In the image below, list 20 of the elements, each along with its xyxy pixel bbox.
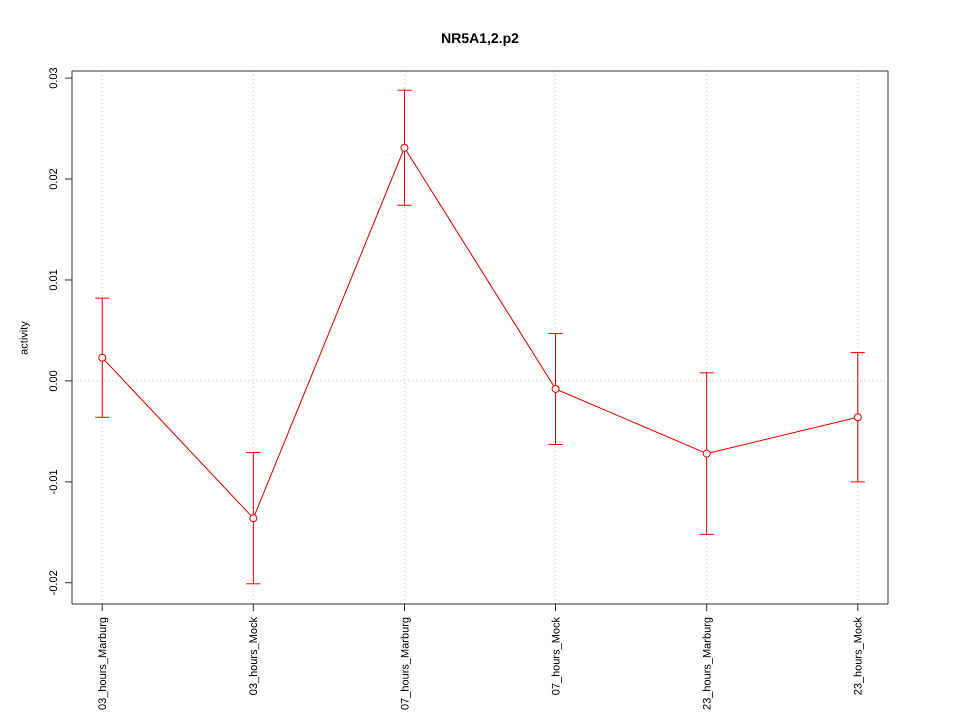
chart-title: NR5A1,2.p2 [440,30,520,46]
x-tick-label: 03_hours_Mock [248,616,260,696]
y-tick-label: 0.02 [48,168,60,190]
point [854,413,862,422]
y-axis-title: activity [18,320,32,354]
point [249,514,258,522]
y-tick-label: -0.02 [48,570,60,596]
x-tick-label: 07_hours_Marburg [399,617,412,710]
y-tick-label: 0.03 [48,67,60,89]
x-tick-label: 03_hours_Marburg [97,617,110,710]
point [702,450,711,458]
point [98,354,106,362]
x-tick-label: 23_hours_Mock [852,616,865,696]
y-tick-label: -0.01 [48,469,60,494]
y-tick-label: 0.01 [48,269,60,291]
point [552,384,560,393]
point [400,144,408,152]
x-tick-label: 07_hours_Mock [550,616,562,696]
y-tick-label: 0.00 [48,370,60,392]
x-tick-label: 23_hours_Marburg [702,617,714,710]
